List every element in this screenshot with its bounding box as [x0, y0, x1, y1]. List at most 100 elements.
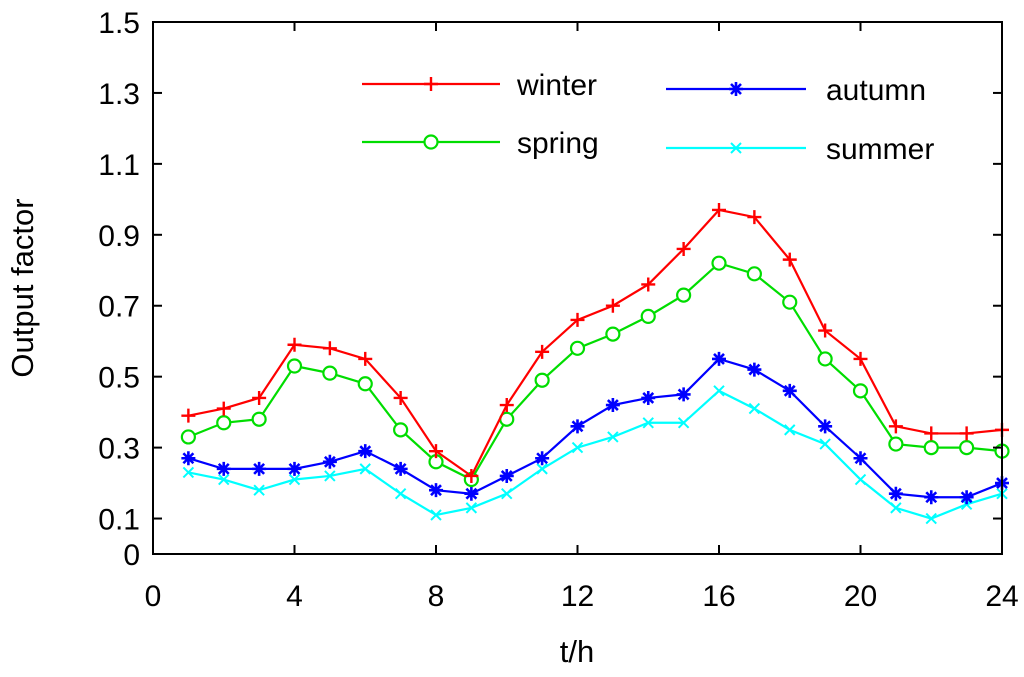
y-tick-label: 0.7: [98, 291, 140, 324]
legend-label-spring: spring: [517, 127, 599, 160]
x-tick-label: 8: [428, 580, 445, 613]
data-point-spring: [711, 255, 727, 271]
data-point-summer: [430, 509, 442, 521]
data-point-winter: [181, 408, 196, 423]
data-point-winter: [853, 351, 868, 366]
data-point-autumn: [712, 351, 726, 366]
legend-label-autumn: autumn: [826, 74, 926, 107]
legend-marker-spring: [423, 134, 439, 150]
legend-label-summer: summer: [826, 133, 934, 166]
series-summer: [182, 385, 1008, 525]
data-point-winter: [287, 337, 302, 352]
y-tick-label: 0.5: [98, 362, 140, 395]
y-tick-label: 1.3: [98, 78, 140, 111]
data-point-autumn: [888, 486, 903, 501]
data-point-summer: [359, 463, 371, 475]
data-point-spring: [216, 415, 232, 431]
data-point-spring: [322, 365, 338, 381]
data-point-spring: [817, 351, 833, 367]
data-point-autumn: [358, 444, 373, 459]
data-point-winter: [393, 390, 408, 405]
data-point-spring: [605, 326, 621, 342]
data-point-winter: [252, 390, 267, 405]
data-point-winter: [570, 312, 585, 327]
data-point-winter: [358, 351, 373, 366]
y-tick-label: 0: [123, 539, 140, 572]
data-point-winter: [535, 344, 550, 359]
data-point-summer: [713, 385, 725, 397]
series-winter: [181, 202, 1009, 483]
data-point-spring: [534, 372, 550, 388]
x-tick-label: 4: [286, 580, 303, 613]
data-point-winter: [464, 468, 479, 483]
data-point-winter: [429, 444, 443, 459]
legend: winter spring autumn summer: [362, 69, 934, 166]
data-point-spring: [251, 411, 267, 427]
y-tick-label: 0.1: [98, 504, 140, 537]
data-point-spring: [746, 266, 762, 282]
data-point-winter: [641, 277, 656, 292]
data-point-summer: [642, 417, 654, 429]
data-point-spring: [640, 308, 656, 324]
data-point-autumn: [216, 461, 231, 476]
data-point-summer: [819, 438, 831, 450]
data-point-summer: [253, 484, 265, 496]
data-point-autumn: [818, 419, 833, 434]
data-point-winter: [888, 419, 903, 434]
data-point-spring: [393, 422, 409, 438]
data-point-autumn: [535, 451, 550, 466]
data-point-winter: [747, 210, 762, 225]
data-point-summer: [854, 473, 867, 486]
y-tick-label: 0.9: [98, 220, 140, 253]
data-point-summer: [536, 463, 548, 475]
legend-entry-spring: spring: [362, 127, 599, 160]
data-point-autumn: [605, 398, 620, 413]
data-point-summer: [324, 470, 336, 482]
data-point-summer: [218, 473, 230, 486]
data-point-winter: [818, 323, 833, 338]
data-point-winter: [782, 252, 797, 267]
data-point-summer: [182, 466, 195, 479]
data-point-spring: [286, 358, 303, 374]
data-point-spring: [782, 294, 798, 310]
data-point-summer: [925, 512, 937, 525]
legend-label-winter: winter: [516, 69, 597, 102]
series-line-summer: [188, 389, 1003, 520]
data-point-autumn: [322, 454, 337, 469]
data-point-summer: [288, 473, 301, 486]
data-point-summer: [748, 402, 761, 415]
x-tick-label: 16: [702, 580, 735, 613]
x-tick-label: 20: [844, 580, 877, 613]
data-point-spring: [180, 429, 196, 445]
data-point-winter: [499, 398, 514, 413]
data-point-spring: [357, 376, 373, 392]
legend-entry-autumn: autumn: [666, 74, 926, 107]
legend-marker-autumn: [729, 82, 743, 96]
data-point-spring: [569, 340, 586, 356]
data-point-summer: [394, 487, 407, 500]
data-point-summer: [571, 441, 584, 454]
data-point-spring: [923, 440, 939, 456]
legend-entry-summer: summer: [666, 133, 934, 166]
x-tick-label: 12: [561, 580, 594, 613]
data-point-autumn: [393, 461, 408, 476]
y-axis-title: Output factor: [5, 198, 40, 377]
data-point-winter: [959, 426, 974, 441]
data-point-autumn: [924, 490, 939, 505]
data-point-spring: [676, 287, 692, 303]
x-tick-label: 0: [145, 580, 162, 613]
data-point-autumn: [782, 383, 797, 398]
data-point-summer: [784, 424, 796, 436]
data-point-winter: [322, 341, 337, 356]
x-axis-title: t/h: [560, 634, 594, 669]
data-point-autumn: [252, 461, 267, 476]
data-point-summer: [890, 502, 902, 514]
data-point-summer: [607, 431, 619, 443]
data-point-winter: [605, 298, 620, 313]
data-point-winter: [712, 202, 726, 217]
data-point-autumn: [747, 362, 762, 377]
legend-marker-winter: [424, 77, 438, 91]
data-point-winter: [216, 401, 231, 416]
